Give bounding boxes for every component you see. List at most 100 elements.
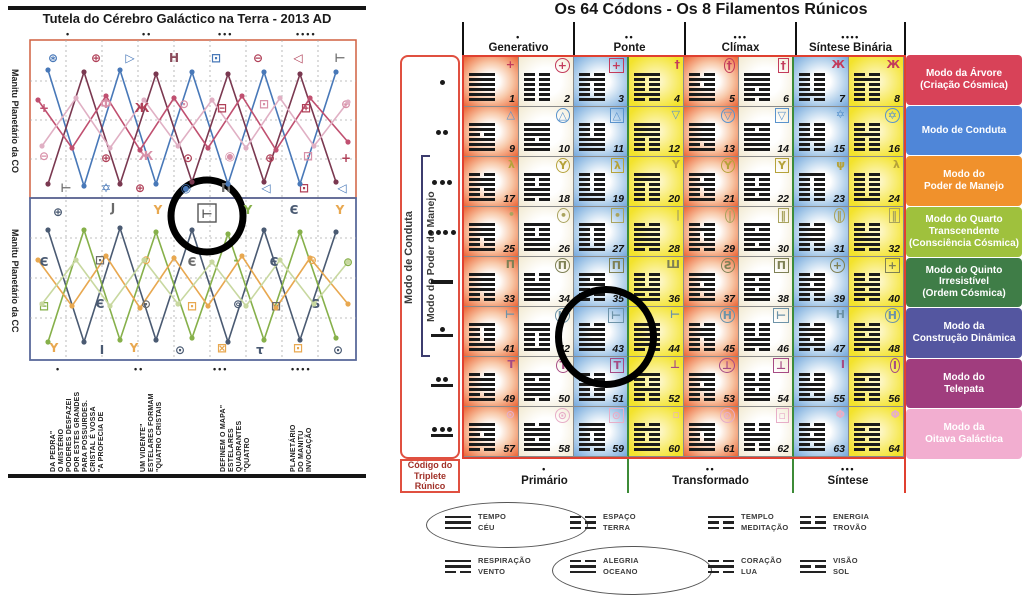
hexagram-line: [854, 423, 880, 426]
group-dots: ••••: [841, 32, 860, 42]
legend-item: ESPAÇO TERRA: [570, 512, 636, 533]
hexagram-line: [689, 278, 715, 281]
trigram-line: [445, 526, 471, 530]
hexagram-line: [524, 348, 550, 351]
highlighted-rune-glyph: ⊢: [202, 207, 213, 221]
hexagram-line: [634, 338, 660, 341]
vertex-dot: [243, 145, 249, 151]
codon-number: 7: [839, 93, 845, 105]
hexagram-line: [854, 93, 880, 96]
chart-symbol: I: [100, 343, 104, 357]
hexagram-line: [799, 238, 825, 241]
hexagram-line: [469, 193, 495, 196]
rune-glyph: +: [884, 258, 900, 273]
hexagram-line: [689, 398, 715, 401]
hexagram-line: [579, 238, 605, 241]
hexagram-line: [689, 438, 715, 441]
rune-glyph: ⊙: [719, 408, 735, 423]
footer-groups: • Primário •• Transformado ••• Síntese: [462, 459, 906, 493]
codon-cell-18: Y 18: [519, 157, 574, 207]
vertex-dot: [69, 303, 75, 309]
hexagram-line: [854, 428, 880, 431]
trigram-line: [708, 521, 734, 524]
hexagram-line: [799, 143, 825, 146]
hexagram-line: [689, 238, 715, 241]
hexagram-line: [854, 348, 880, 351]
chart-symbol: Ф: [100, 97, 112, 111]
hexagram-line: [469, 233, 495, 236]
hexagram-line: [469, 188, 495, 191]
vertex-dot: [225, 339, 231, 345]
codon-number: 34: [558, 293, 570, 305]
hexagram-line: [744, 248, 770, 251]
trigram-legend: TEMPO CÉU ESPAÇO TERRA TEMPLO MEDITAÇÃO ENE…: [426, 502, 920, 595]
marker-dots: [432, 426, 452, 432]
hexagram-line: [634, 443, 660, 446]
codon-cell-6: † 6: [739, 57, 794, 107]
hexagram-line: [689, 128, 715, 131]
group-label: Primário: [521, 475, 568, 487]
hexagram-line: [854, 448, 880, 451]
hexagram-line: [689, 323, 715, 326]
vertex-dot: [35, 257, 41, 263]
chart-symbol: ⊟: [39, 299, 49, 313]
hexagram-line: [579, 388, 605, 391]
vertex-dot: [117, 225, 123, 231]
vertex-dot: [153, 181, 159, 187]
hexagram-line: [579, 423, 605, 426]
marker-bar: [431, 280, 453, 284]
codon-cell-42: H 42: [519, 307, 574, 357]
vertex-dot: [333, 229, 339, 235]
codon-number: 8: [894, 93, 900, 105]
dot: [443, 129, 449, 135]
vertex-dot: [261, 337, 267, 343]
hexagram-line: [799, 78, 825, 81]
hexagram-line: [689, 423, 715, 426]
chart-symbol: ⊕: [53, 205, 63, 219]
trigram-icon: [570, 513, 596, 533]
row-marker: [428, 207, 456, 257]
group-label: Transformado: [672, 475, 749, 487]
rune-glyph: +: [829, 258, 845, 273]
rune-glyph: T: [556, 358, 570, 373]
group-label: Generativo: [488, 42, 549, 54]
rune-glyph: △: [609, 108, 624, 123]
hexagram-line: [689, 138, 715, 141]
hexagram-line: [744, 348, 770, 351]
trigram-icon: [570, 557, 596, 577]
hexagram-line: [634, 173, 660, 176]
row-marker: [428, 57, 456, 107]
hexagram-line: [744, 398, 770, 401]
codon-cell-47: H 47: [794, 307, 849, 357]
hexagram-line: [799, 298, 825, 301]
marker-bar: [431, 433, 453, 438]
hexagram-line: [634, 328, 660, 331]
chart-symbol: ⊡: [95, 253, 105, 267]
hexagram: [854, 73, 880, 101]
vertex-dot: [209, 259, 215, 265]
trigram-line: [800, 559, 826, 563]
hexagram-line: [689, 383, 715, 386]
hexagram-line: [524, 238, 550, 241]
chart-symbol: Ж: [139, 149, 154, 163]
hexagram: [579, 273, 605, 301]
hexagram-line: [744, 78, 770, 81]
rune-glyph: Ƨ: [721, 258, 735, 273]
vertex-dot: [277, 257, 283, 263]
hexagram-line: [854, 148, 880, 151]
vertex-dot: [277, 95, 283, 101]
hexagram-line: [854, 438, 880, 441]
hexagram: [634, 323, 660, 351]
hexagram-line: [854, 288, 880, 291]
hexagram: [854, 423, 880, 451]
codon-number: 29: [723, 243, 735, 255]
hexagram-line: [799, 278, 825, 281]
trigram-icon: [800, 513, 826, 533]
codon-number: 17: [503, 193, 515, 205]
hexagram: [744, 123, 770, 151]
vertex-dot: [297, 337, 303, 343]
rune-glyph: ▽: [671, 108, 680, 121]
codon-number: 18: [558, 193, 570, 205]
hexagram: [579, 323, 605, 351]
rune-glyph: H: [719, 308, 735, 323]
